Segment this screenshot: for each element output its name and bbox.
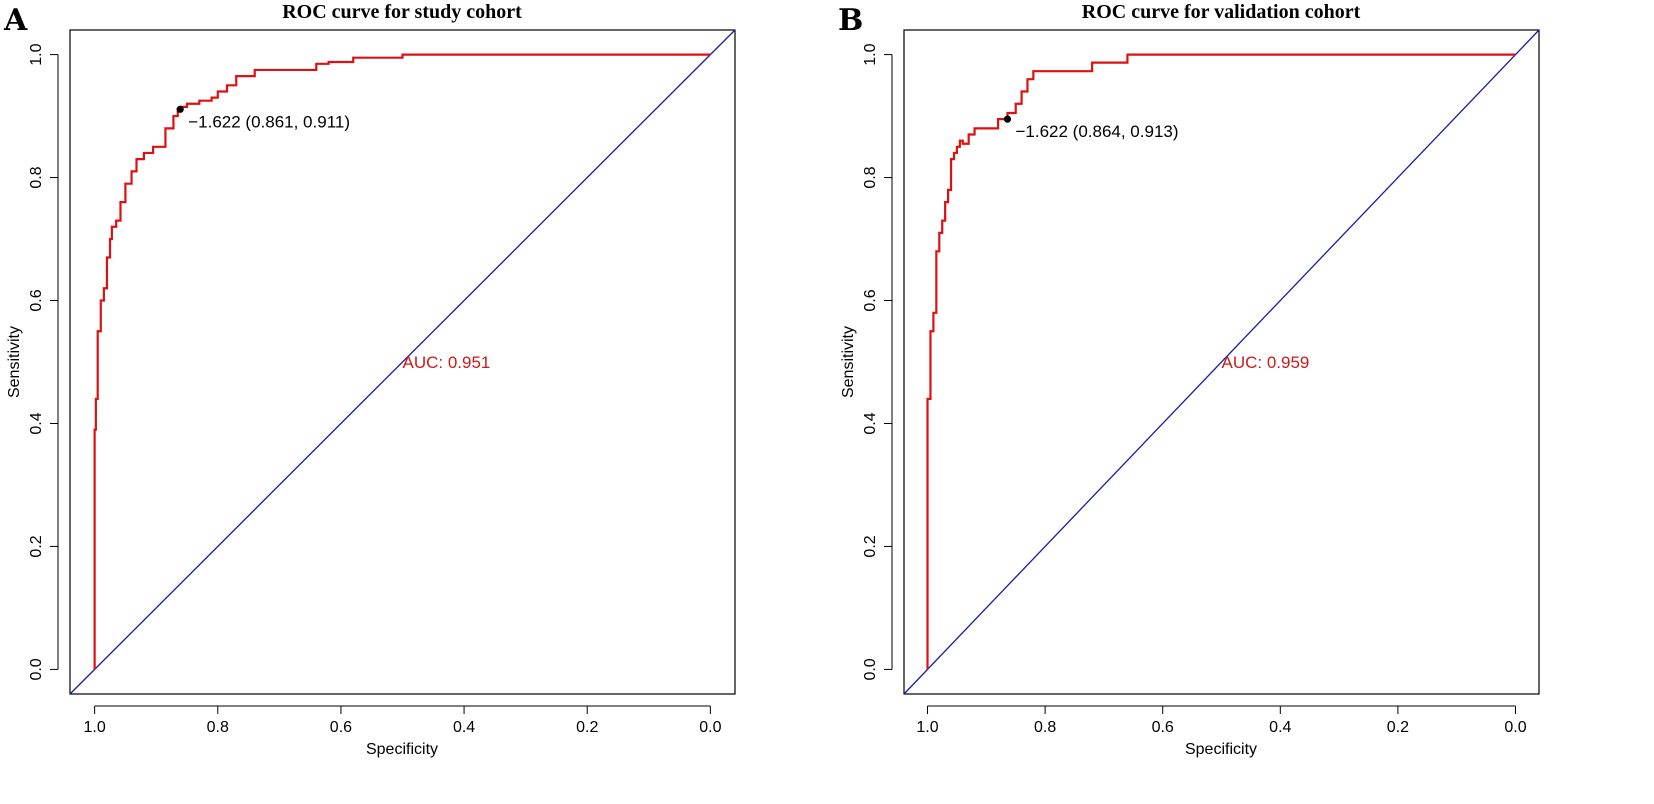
y-axis-label: Sensitivity [6, 326, 23, 398]
x-tick-label: 0.0 [699, 719, 721, 736]
x-axis-label: Specificity [1185, 741, 1257, 758]
roc-curve [93, 53, 711, 670]
x-tick-label: 0.8 [207, 719, 229, 736]
x-tick-label: 0.4 [453, 719, 475, 736]
y-tick-label: 0.8 [862, 166, 879, 188]
y-tick-label: 0.2 [28, 535, 45, 557]
y-tick-label: 1.0 [862, 43, 879, 65]
y-tick-label: 0.0 [862, 658, 879, 680]
x-tick-label: 0.2 [576, 719, 598, 736]
auc-label: AUC: 0.959 [1222, 353, 1310, 372]
y-tick-label: 0.6 [28, 289, 45, 311]
x-axis-label: Specificity [366, 741, 438, 758]
y-tick-label: 0.6 [862, 289, 879, 311]
plot-frame [903, 29, 1540, 695]
x-axis: 1.0 0.8 0.6 0.4 0.2 0.0 [84, 705, 722, 736]
y-tick-label: 0.4 [28, 412, 45, 434]
x-tick-label: 0.6 [330, 719, 352, 736]
roc-panel-validation: B ROC curve for validation cohort 1.0 0.8… [838, 1, 1540, 758]
optimal-threshold-point [176, 105, 184, 113]
y-tick-label: 0.0 [28, 658, 45, 680]
panel-letter: A [3, 3, 28, 38]
roc-panel-study: A ROC curve for study cohort 1.0 0.8 0.6 0.… [3, 1, 736, 758]
x-axis: 1.0 0.8 0.6 0.4 0.2 0.0 [916, 705, 1527, 736]
y-axis: 0.0 0.2 0.4 0.6 0.8 1.0 [862, 43, 893, 681]
panel-letter: B [838, 3, 863, 38]
x-tick-label: 0.6 [1152, 719, 1174, 736]
reference-diagonal [69, 29, 736, 695]
x-tick-label: 0.0 [1504, 719, 1526, 736]
x-tick-label: 0.4 [1269, 719, 1291, 736]
x-tick-label: 1.0 [84, 719, 106, 736]
y-axis: 0.0 0.2 0.4 0.6 0.8 1.0 [28, 43, 59, 681]
threshold-label: −1.622 (0.864, 0.913) [1015, 122, 1178, 141]
x-tick-label: 0.2 [1387, 719, 1409, 736]
y-tick-label: 0.4 [862, 412, 879, 434]
plot-frame [69, 29, 736, 695]
y-tick-label: 1.0 [28, 43, 45, 65]
reference-diagonal [903, 29, 1540, 695]
chart-title: ROC curve for validation cohort [1082, 1, 1361, 23]
threshold-label: −1.622 (0.861, 0.911) [188, 112, 350, 131]
y-tick-label: 0.8 [28, 166, 45, 188]
optimal-threshold-point [1003, 115, 1012, 123]
x-tick-label: 0.8 [1034, 719, 1056, 736]
roc-curve [926, 53, 1516, 670]
chart-title: ROC curve for study cohort [282, 1, 522, 23]
y-axis-label: Sensitivity [840, 326, 857, 398]
auc-label: AUC: 0.951 [403, 353, 491, 372]
y-tick-label: 0.2 [862, 535, 879, 557]
x-tick-label: 1.0 [916, 719, 938, 736]
